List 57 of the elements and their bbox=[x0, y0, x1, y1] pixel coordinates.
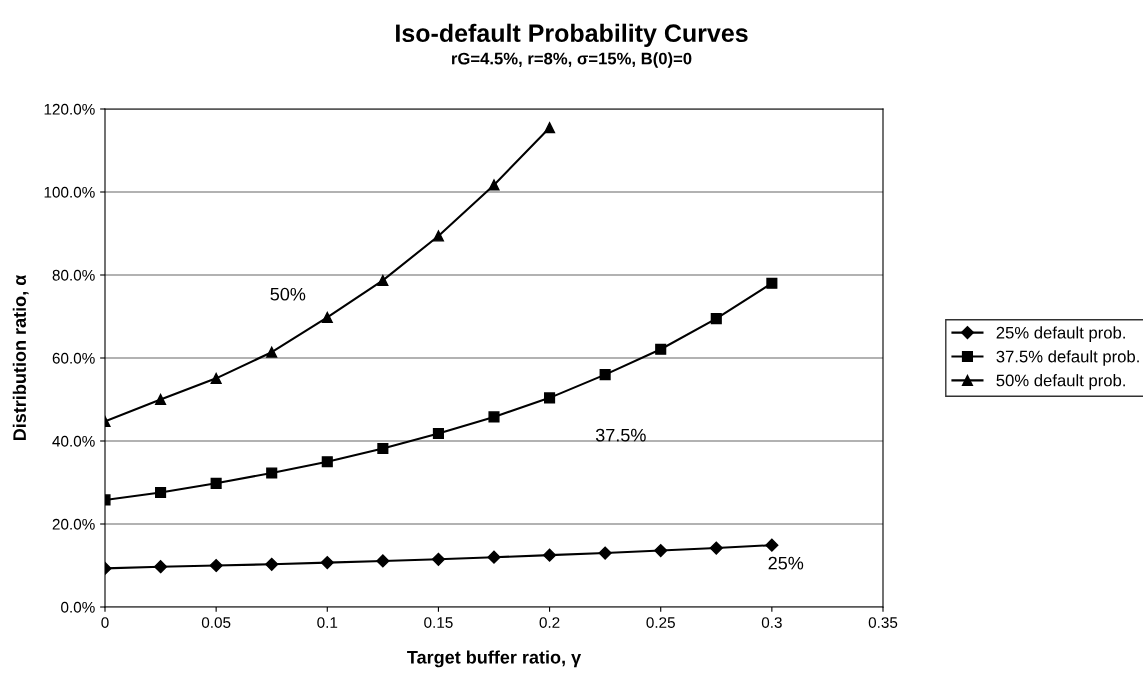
point bbox=[432, 427, 444, 440]
x-tick-label: 0.35 bbox=[868, 617, 898, 628]
point bbox=[266, 346, 278, 358]
x-tick-label: 0.05 bbox=[201, 617, 231, 628]
point bbox=[710, 313, 722, 325]
point bbox=[376, 554, 390, 568]
point bbox=[709, 541, 723, 555]
point bbox=[210, 372, 222, 384]
x-tick-label: 0.25 bbox=[646, 617, 675, 628]
point bbox=[487, 550, 501, 564]
legend-label: 50% default prob. bbox=[996, 374, 1125, 390]
point bbox=[599, 369, 611, 381]
x-tick-label: 0.1 bbox=[317, 617, 338, 628]
point bbox=[209, 558, 223, 573]
annotation: 25% bbox=[768, 556, 804, 570]
point bbox=[155, 393, 167, 406]
point bbox=[155, 486, 167, 499]
point bbox=[488, 179, 500, 191]
point bbox=[265, 557, 279, 571]
x-tick-label: 0 bbox=[101, 617, 109, 628]
annotation: 37.5% bbox=[595, 428, 646, 442]
x-tick-label: 0.15 bbox=[424, 617, 453, 628]
point bbox=[655, 343, 667, 355]
y-tick-label: 20.0% bbox=[52, 518, 95, 530]
point bbox=[432, 230, 444, 242]
y-tick-label: 80.0% bbox=[52, 269, 95, 281]
legend-label: 37.5% default prob. bbox=[996, 350, 1139, 366]
chart-title: Iso-default Probability Curves bbox=[396, 23, 748, 47]
y-tick-label: 120.0% bbox=[44, 103, 95, 115]
point bbox=[431, 552, 446, 566]
y-tick-label: 60.0% bbox=[52, 352, 95, 364]
point bbox=[377, 442, 389, 455]
point bbox=[544, 122, 556, 134]
x-tick-label: 0.2 bbox=[539, 617, 560, 628]
point bbox=[544, 392, 556, 404]
y-tick-label: 40.0% bbox=[52, 435, 95, 447]
point bbox=[320, 556, 334, 570]
point bbox=[654, 543, 668, 558]
annotation: 50% bbox=[270, 287, 306, 301]
point bbox=[321, 311, 333, 323]
point bbox=[377, 274, 389, 286]
point bbox=[153, 560, 168, 574]
x-axis-title: Target buffer ratio, γ bbox=[407, 650, 582, 668]
point bbox=[766, 277, 778, 289]
point bbox=[488, 411, 500, 423]
legend-label: 25% default prob. bbox=[996, 326, 1125, 342]
point bbox=[542, 548, 557, 562]
y-tick-label: 100.0% bbox=[44, 186, 95, 198]
point bbox=[321, 456, 333, 468]
point bbox=[598, 546, 612, 560]
point bbox=[266, 467, 278, 479]
chart-subtitle: rG=4.5%, r=8%, σ=15%, B(0)=0 bbox=[452, 52, 692, 68]
x-tick-label: 0.3 bbox=[761, 617, 782, 628]
point bbox=[210, 477, 222, 489]
y-tick-label: 0.0% bbox=[61, 601, 95, 613]
point bbox=[765, 538, 779, 552]
y-axis-title: Distribution ratio, α bbox=[12, 274, 29, 441]
